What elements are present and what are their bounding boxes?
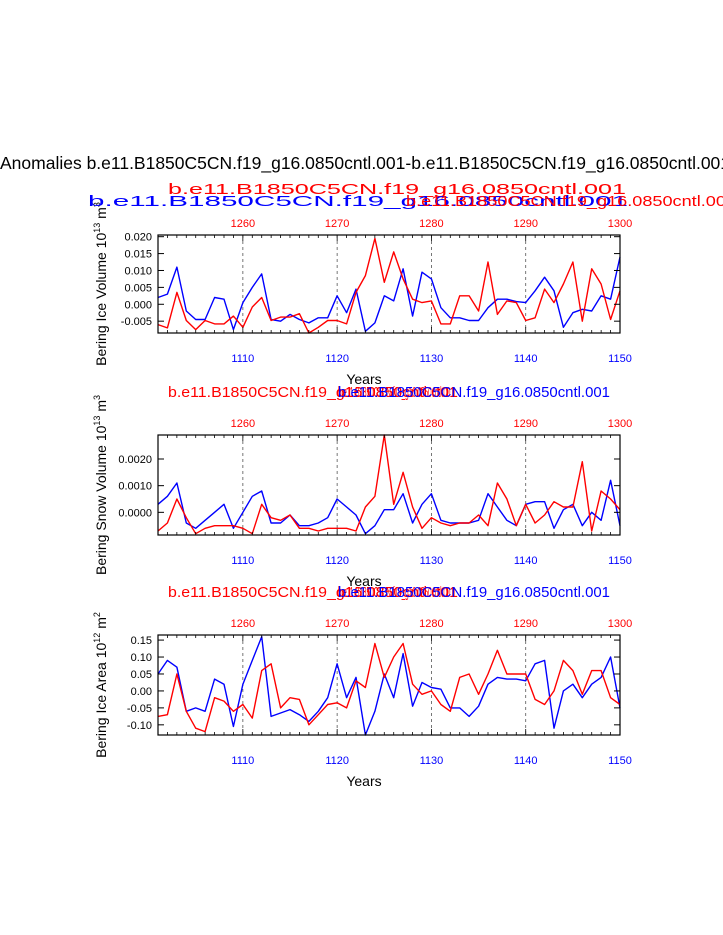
y-tick-label: 0.05 [131,669,152,681]
chart-panel-1: -0.005 0.000 0.005 0.010 0.015 0.020 1110 1120 1… [88,181,723,387]
x-tick-label-top: 1300 [608,618,632,630]
y-axis-title: Bering Ice Area 1012 m2 [92,612,109,758]
x-tick-label-bottom: 1150 [608,353,632,365]
y-axis-title: Bering Ice Volume 1013 m3 [92,202,109,366]
x-axis-title: Years [346,573,381,589]
y-tick-label: 0.0010 [118,481,152,493]
x-tick-label-bottom: 1130 [420,353,444,365]
plot-frame [157,434,621,536]
x-tick-label-bottom: 1110 [231,555,254,567]
x-tick-label-top: 1300 [608,418,632,430]
x-tick-label-bottom: 1150 [608,755,632,767]
x-tick-label-top: 1290 [513,218,537,230]
x-tick-label-bottom: 1150 [608,555,632,567]
y-tick-label: 0.020 [124,232,152,244]
x-tick-label-top: 1290 [513,418,537,430]
x-tick-label-bottom: 1110 [231,353,254,365]
x-tick-label-bottom: 1130 [420,755,444,767]
series-line-blue [157,256,621,332]
legend-red-run-1: b.e11.B1850C5CN.f19_g16.0850cntl.001 [168,384,458,401]
legend-blue-run: b.e11.B1850C5CN.f19_g16.0850cntl.001 [338,384,610,401]
legend-red-run-1: b.e11.B1850C5CN.f19_g16.0850cntl.001 [168,181,626,198]
x-tick-label-bottom: 1120 [325,555,349,567]
x-tick-label-top: 1270 [325,418,349,430]
x-tick-label-top: 1280 [419,218,443,230]
series-line-red [157,237,621,334]
x-tick-label-top: 1280 [419,618,443,630]
y-tick-label: 0.15 [131,635,152,647]
y-tick-label: 0.0020 [118,454,152,466]
y-tick-label: -0.10 [127,720,152,732]
y-tick-label: -0.005 [121,316,152,328]
x-tick-label-top: 1290 [513,618,537,630]
x-tick-label-top: 1300 [608,218,632,230]
y-tick-label: 0.010 [124,265,152,277]
y-tick-label: 0.015 [124,249,152,261]
x-tick-label-top: 1260 [231,618,255,630]
legend-red-run-2: b.e11.B1850C5CN.f19_g16.0850cntl.001 [406,193,723,210]
x-tick-label-bottom: 1140 [514,353,538,365]
x-axis-title: Years [346,371,381,387]
legend-red-run-2: b.e11.B1850C5CN.f19_g16.0850cntl.001 [338,384,454,401]
y-axis-title: Bering Snow Volume 1013 m3 [92,395,109,575]
legend-blue-run: b.e11.B1850C5CN.f19_g16.0850cntl.001 [338,584,610,601]
y-tick-label: 0.10 [131,652,152,664]
x-tick-label-bottom: 1130 [420,555,444,567]
x-tick-label-top: 1280 [419,418,443,430]
x-axis-title: Years [346,773,381,789]
x-tick-label-bottom: 1120 [325,353,349,365]
legend-red-run-2: b.e11.B1850C5CN.f19_g16.0850cntl.001 [338,584,454,601]
plot-frame [157,234,621,334]
page-title: Anomalies b.e11.B1850C5CN.f19_g16.0850cn… [0,153,723,173]
x-tick-label-bottom: 1120 [325,755,349,767]
y-tick-label: 0.00 [131,686,152,698]
chart-panel-3: -0.10 -0.05 0.00 0.05 0.10 0.15 1110 1120 1130 11… [92,584,632,789]
series-line-blue [157,636,621,736]
x-tick-label-top: 1260 [231,418,255,430]
x-tick-label-top: 1270 [325,218,349,230]
x-tick-label-top: 1270 [325,618,349,630]
x-tick-label-bottom: 1110 [231,755,254,767]
plot-frame [157,634,621,736]
legend-blue-run: b.e11.B1850C5CN.f19_g16.0850cntl.001 [88,193,628,210]
series-line-red [157,642,621,733]
chart-panel-2: 0.0000 0.0010 0.0020 1110 1120 1130 1140 1150 12… [92,384,632,589]
legend-red-run-1: b.e11.B1850C5CN.f19_g16.0850cntl.001 [168,584,458,601]
x-tick-label-top: 1260 [231,218,255,230]
y-tick-label: 0.000 [124,299,152,311]
x-tick-label-bottom: 1140 [514,755,538,767]
series-line-red [157,434,621,535]
y-tick-label: 0.0000 [118,507,152,519]
y-tick-label: -0.05 [127,703,152,715]
y-tick-label: 0.005 [124,282,152,294]
x-tick-label-bottom: 1140 [514,555,538,567]
